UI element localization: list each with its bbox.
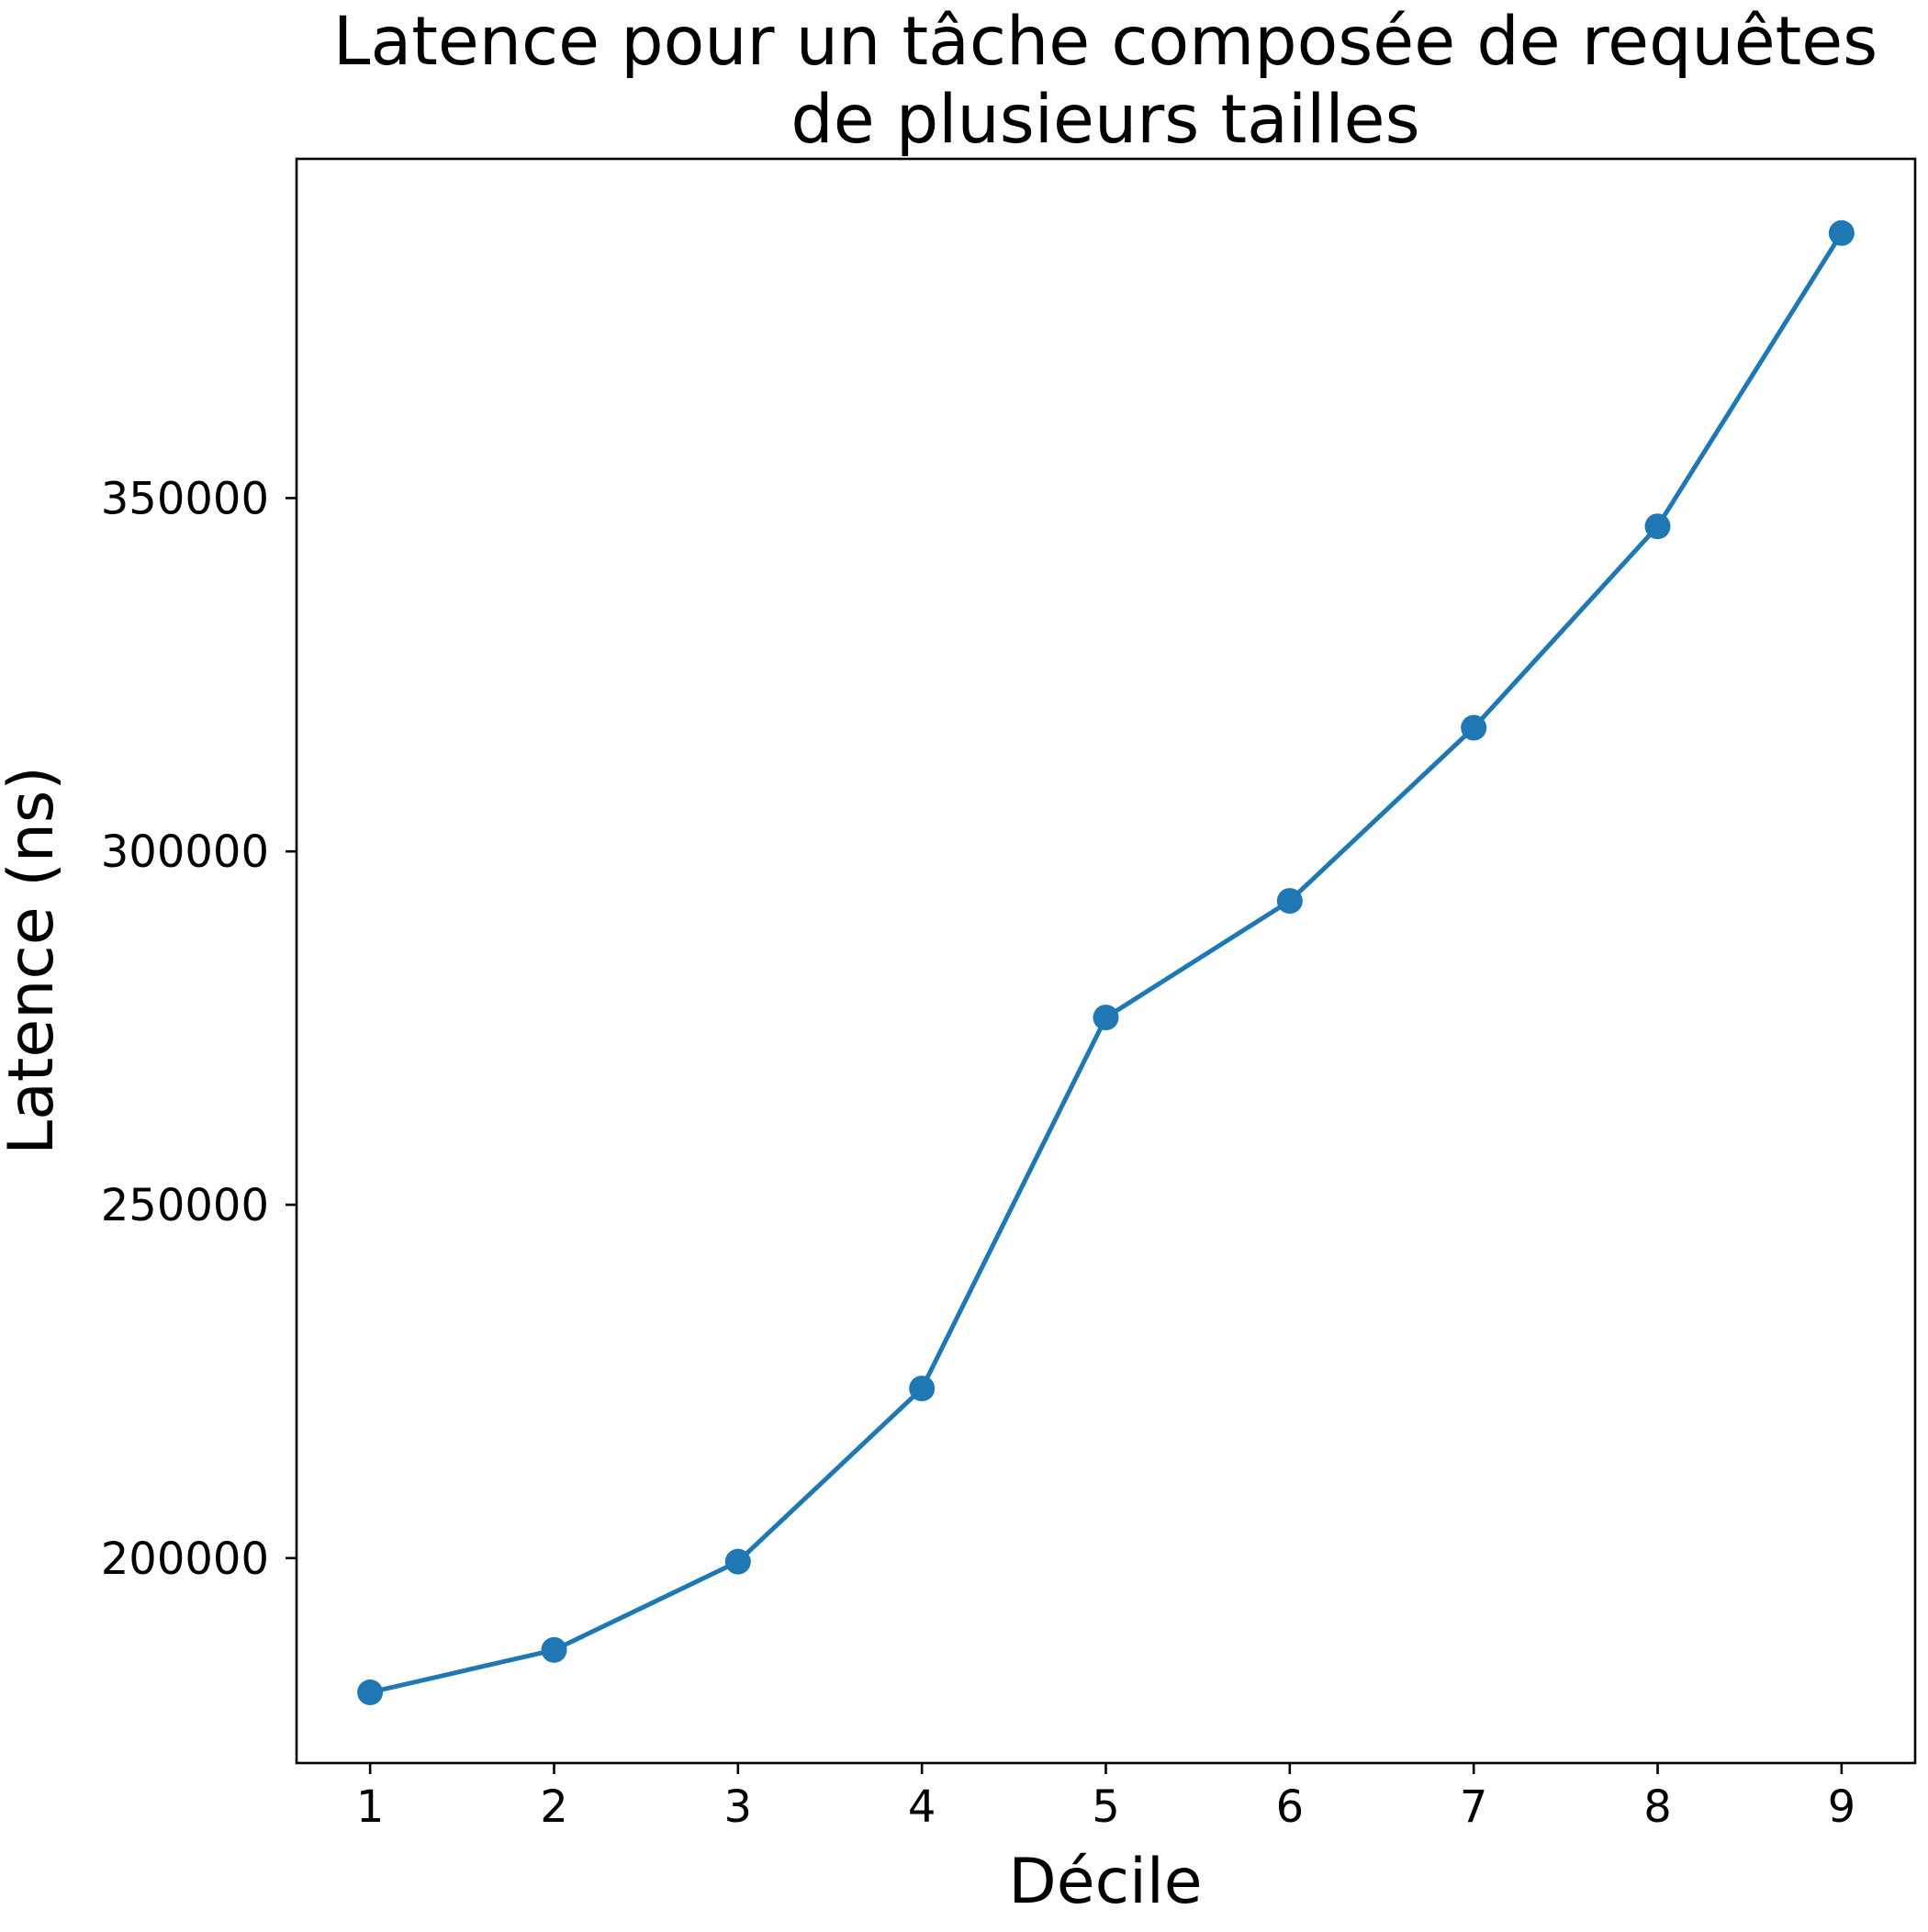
data-point-marker — [724, 1548, 751, 1575]
x-tick-label: 1 — [356, 1781, 385, 1833]
x-tick-label: 6 — [1276, 1781, 1305, 1833]
x-tick-label: 8 — [1643, 1781, 1672, 1833]
y-axis-label: Latence (ns) — [0, 766, 68, 1155]
data-point-marker — [1276, 888, 1303, 915]
data-point-marker — [357, 1679, 384, 1706]
x-tick-label: 3 — [724, 1781, 753, 1833]
y-axis-ticks: 200000 250000 300000 350000 — [101, 473, 297, 1585]
x-tick-label: 5 — [1092, 1781, 1120, 1833]
y-tick-label: 200000 — [101, 1533, 269, 1585]
series-line — [369, 231, 1844, 1695]
data-point-marker — [1644, 513, 1671, 540]
data-point-marker — [541, 1636, 567, 1663]
y-tick-label: 350000 — [101, 473, 269, 524]
data-point-marker — [1828, 219, 1855, 246]
x-axis-ticks: 1 2 3 4 5 6 7 8 9 — [356, 1763, 1855, 1833]
chart-title-line-1: Latence pour un tâche composée de requêt… — [333, 3, 1878, 81]
chart-title-line-2: de plusieurs tailles — [790, 81, 1419, 159]
x-tick-label: 9 — [1828, 1781, 1856, 1833]
y-tick-label: 250000 — [101, 1180, 269, 1231]
y-tick-label: 300000 — [101, 826, 269, 878]
x-tick-label: 2 — [540, 1781, 568, 1833]
data-point-marker — [1093, 1005, 1119, 1031]
x-axis-label: Décile — [1008, 1846, 1202, 1918]
data-point-marker — [1461, 714, 1487, 741]
data-point-marker — [909, 1376, 936, 1402]
plot-frame — [295, 157, 1917, 1765]
x-tick-label: 4 — [908, 1781, 936, 1833]
series-layer — [357, 219, 1855, 1706]
x-tick-label: 7 — [1460, 1781, 1488, 1833]
